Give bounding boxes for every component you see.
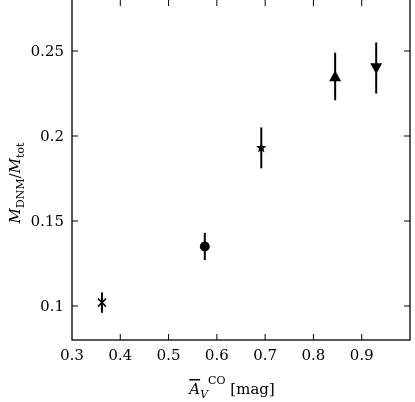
x-axis-ticks: 0.3 0.4 0.5 0.6 0.7 0.8 0.9 [60,0,374,364]
data-point-triangle-up-marker [329,70,342,82]
y-axis-title: MDNM/Mtot [6,142,27,225]
x-tick-label: 0.5 [157,346,181,364]
y-tick-label: 0.15 [31,212,64,230]
data-point-triangle-down-marker [370,63,383,74]
y-tick-label: 0.2 [40,127,64,145]
y-tick-label: 0.1 [40,297,64,315]
x-tick-label: 0.8 [301,346,325,364]
plot-frame [71,0,411,341]
y-tick-label: 0.25 [31,42,64,60]
data-point-star-marker [256,142,267,153]
x-tick-label: 0.7 [253,346,277,364]
y-axis-ticks: 0.1 0.15 0.2 0.25 [31,42,410,315]
x-tick-label: 0.6 [205,346,229,364]
x-tick-label: 0.3 [60,346,84,364]
x-tick-label: 0.4 [108,346,132,364]
x-axis-title: AVCO [mag] [187,374,274,401]
data-point-x-marker [97,298,107,308]
x-tick-label: 0.9 [350,346,374,364]
data-points [97,42,383,313]
data-point-circle-marker [199,241,210,252]
